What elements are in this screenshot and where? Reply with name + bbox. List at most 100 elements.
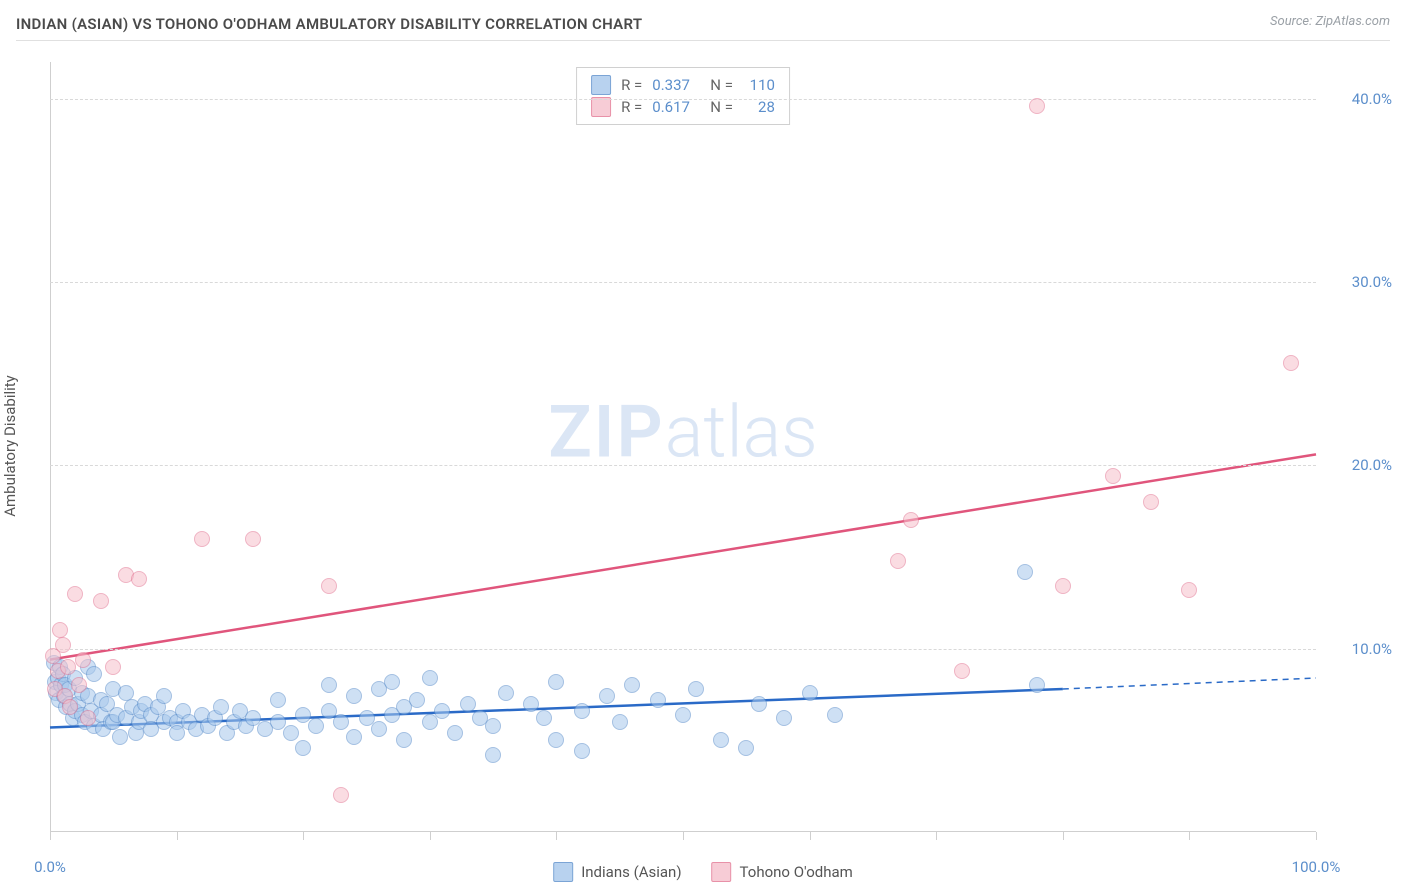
legend-r-label: R = [621,74,642,96]
scatter-point-indians [612,714,628,730]
scatter-point-indians [802,685,818,701]
scatter-point-indians [688,681,704,697]
chart-title: INDIAN (ASIAN) VS TOHONO O'ODHAM AMBULAT… [16,15,642,33]
scatter-point-indians [713,732,729,748]
scatter-point-tohono [105,659,121,675]
scatter-point-indians [112,729,128,745]
scatter-point-tohono [1029,98,1045,114]
scatter-point-tohono [131,571,147,587]
x-tick-label: 100.0% [1292,858,1341,876]
scatter-point-indians [333,714,349,730]
scatter-point-tohono [321,578,337,594]
scatter-point-tohono [890,553,906,569]
scatter-point-indians [295,740,311,756]
trend-line-tohono [50,454,1316,659]
x-tick-mark [50,832,51,840]
scatter-point-indians [650,692,666,708]
scatter-point-indians [396,732,412,748]
scatter-point-tohono [55,637,71,653]
x-tick-mark [936,832,937,840]
scatter-point-tohono [1283,355,1299,371]
x-tick-mark [177,832,178,840]
scatter-point-indians [422,714,438,730]
scatter-point-indians [321,677,337,693]
scatter-point-tohono [194,531,210,547]
legend-swatch-indians [591,75,611,95]
scatter-point-indians [574,703,590,719]
scatter-point-tohono [1055,578,1071,594]
x-tick-mark [1189,832,1190,840]
scatter-point-indians [447,725,463,741]
legend-n-label: N = [710,74,733,96]
scatter-point-tohono [67,586,83,602]
legend-label-tohono: Tohono O'odham [740,863,853,881]
scatter-point-indians [422,670,438,686]
scatter-point-tohono [93,593,109,609]
x-tick-mark [1063,832,1064,840]
scatter-point-indians [384,674,400,690]
gridline-horizontal [50,649,1316,650]
y-tick-label: 30.0% [1322,273,1392,291]
x-tick-mark [683,832,684,840]
scatter-point-indians [156,688,172,704]
scatter-point-indians [498,685,514,701]
chart-source: Source: ZipAtlas.com [1270,14,1390,29]
x-tick-mark [556,832,557,840]
legend-swatch-tohono [712,862,732,882]
scatter-point-indians [675,707,691,723]
scatter-point-indians [738,740,754,756]
legend-swatch-indians [553,862,573,882]
scatter-point-indians [434,703,450,719]
scatter-point-indians [308,718,324,734]
legend-item-tohono: Tohono O'odham [712,862,853,882]
y-axis-label: Ambulatory Disability [1,375,19,517]
source-prefix: Source: [1270,14,1315,29]
scatter-point-indians [409,692,425,708]
scatter-point-indians [213,699,229,715]
scatter-point-tohono [245,531,261,547]
scatter-point-indians [118,685,134,701]
legend-label-indians: Indians (Asian) [581,863,681,881]
scatter-point-indians [599,688,615,704]
gridline-horizontal [50,99,1316,100]
scatter-point-tohono [1143,494,1159,510]
legend-swatch-tohono [591,97,611,117]
gridline-horizontal [50,282,1316,283]
scatter-point-indians [536,710,552,726]
series-legend: Indians (Asian) Tohono O'odham [553,862,853,882]
scatter-point-indians [283,725,299,741]
scatter-point-tohono [333,787,349,803]
scatter-point-indians [548,674,564,690]
y-tick-label: 10.0% [1322,640,1392,658]
x-tick-label: 0.0% [34,858,66,876]
gridline-horizontal [50,465,1316,466]
scatter-point-indians [574,743,590,759]
chart-container: INDIAN (ASIAN) VS TOHONO O'ODHAM AMBULAT… [0,0,1406,892]
scatter-point-indians [624,677,640,693]
y-tick-label: 40.0% [1322,90,1392,108]
source-name: ZipAtlas.com [1315,14,1390,29]
legend-row-indians: R =0.337N =110 [591,74,775,96]
scatter-point-tohono [903,512,919,528]
scatter-point-indians [1017,564,1033,580]
scatter-point-indians [776,710,792,726]
scatter-point-indians [751,696,767,712]
scatter-point-indians [523,696,539,712]
scatter-point-tohono [62,699,78,715]
x-tick-mark [1316,832,1317,840]
scatter-point-indians [485,718,501,734]
legend-item-indians: Indians (Asian) [553,862,681,882]
y-tick-label: 20.0% [1322,456,1392,474]
scatter-point-indians [485,747,501,763]
scatter-point-tohono [52,622,68,638]
scatter-point-indians [827,707,843,723]
legend-r-value-indians: 0.337 [652,74,700,96]
scatter-point-indians [169,725,185,741]
scatter-point-tohono [1181,582,1197,598]
scatter-point-tohono [75,652,91,668]
scatter-point-indians [1029,677,1045,693]
trend-line-indians-dashed [1063,678,1316,689]
scatter-point-tohono [80,710,96,726]
scatter-point-indians [270,692,286,708]
scatter-point-indians [346,688,362,704]
